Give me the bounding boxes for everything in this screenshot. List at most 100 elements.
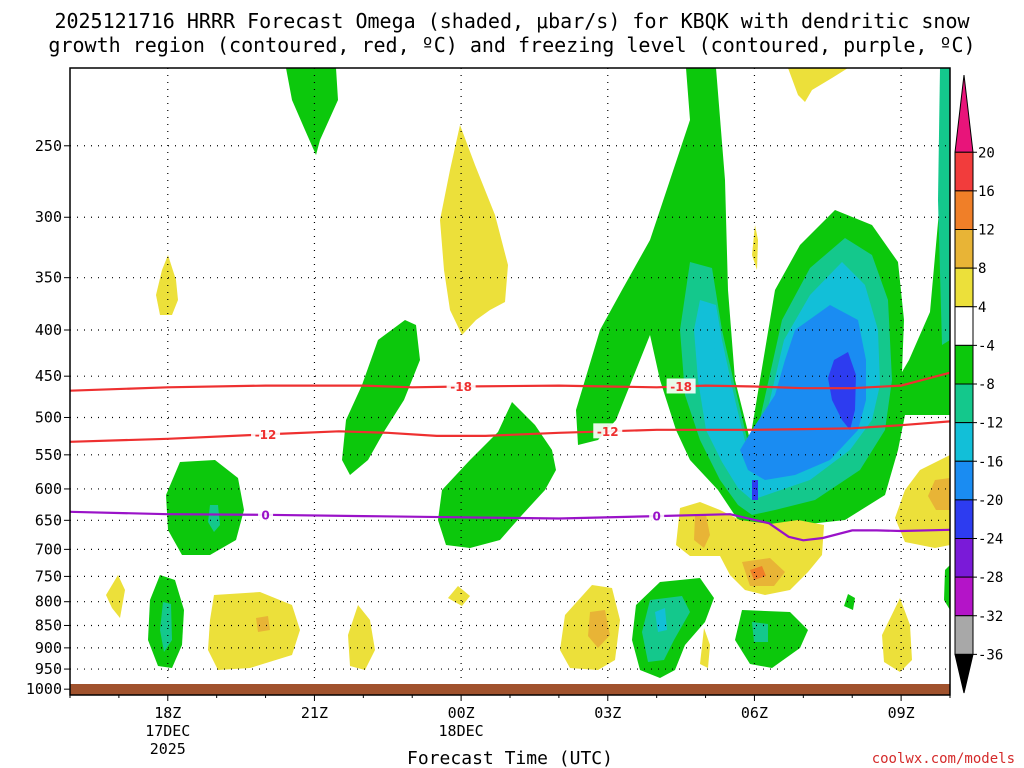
x-tick-label-03Z: 03Z <box>594 704 621 722</box>
y-tick-label-600: 600 <box>35 480 62 498</box>
y-tick-label-700: 700 <box>35 540 62 558</box>
colorbar-bin-7 <box>954 383 974 424</box>
omega-yellow-0000-830mb <box>448 586 470 606</box>
colorbar-bin-10 <box>954 499 974 539</box>
contour-label-dgz-minus18: -18 <box>670 380 692 394</box>
contour-label-bg-freezing-level <box>649 508 665 524</box>
x-tick-sublabel-2025: 2025 <box>150 740 186 758</box>
omega-cyan-west-lobe <box>696 310 716 385</box>
omega-yellow-2330-upper <box>440 125 508 335</box>
omega-yellow-1800-350mb <box>156 255 178 315</box>
rising-motion-isolated-cells <box>148 68 950 678</box>
omega-teal-1800-core <box>208 505 220 532</box>
y-tick-label-650: 650 <box>35 511 62 529</box>
x-tick-label-00Z: 00Z <box>448 704 475 722</box>
colorbar-bin-6 <box>954 344 974 385</box>
y-tick-label-450: 450 <box>35 367 62 385</box>
omega-yellow-1730-small <box>106 575 125 618</box>
chart-title-line2: growth region (contoured, red, ºC) and f… <box>48 33 975 57</box>
chart-title-line1: 2025121716 HRRR Forecast Omega (shaded, … <box>54 9 970 33</box>
contour-label-bg-freezing-level <box>258 506 274 522</box>
contour-line-dgz-minus12 <box>70 420 950 443</box>
colorbar-label-20: 20 <box>978 145 995 161</box>
y-tick-label-900: 900 <box>35 639 62 657</box>
omega-darkblue-core <box>828 352 856 430</box>
omega-yellow-0500-lowlevel <box>700 628 710 668</box>
contour-label-dgz-minus12: -12 <box>597 425 619 439</box>
plot-area: -18 -18 -12 -12 0 0 <box>69 67 951 696</box>
colorbar-label-16: 16 <box>978 184 995 200</box>
x-axis-title: Forecast Time (UTC) <box>407 748 613 768</box>
colorbar-label--24: -24 <box>978 532 1003 548</box>
contour-line-dgz-minus18 <box>70 371 950 392</box>
ground-terrain <box>70 684 950 695</box>
x-tick-label-09Z: 09Z <box>888 704 915 722</box>
colorbar-bin-9 <box>954 460 974 501</box>
y-tick-label-400: 400 <box>35 321 62 339</box>
temperature-contours: -18 -18 -12 -12 0 0 <box>70 371 950 542</box>
colorbar-label--8: -8 <box>978 377 995 393</box>
omega-yellow-0630-spike <box>752 225 758 270</box>
colorbar-bin-1 <box>954 151 974 192</box>
contour-label-freezing-level: 0 <box>261 508 269 522</box>
omega-green-top-2100 <box>286 68 338 155</box>
omega-yellow-0930-650mb <box>895 455 950 548</box>
contour-label-bg-dgz-minus12 <box>593 423 623 439</box>
contour-label-dgz-minus18: -18 <box>450 380 472 394</box>
colorbar-cap-high <box>954 74 974 153</box>
colorbar-label-8: 8 <box>978 261 986 277</box>
omega-green-0730-small <box>844 594 855 610</box>
colorbar-bin-2 <box>954 190 974 230</box>
colorbar-bin-4 <box>954 267 974 308</box>
x-tick-sublabel-18DEC: 18DEC <box>439 722 484 740</box>
colorbar-label--20: -20 <box>978 493 1003 509</box>
colorbar-label--32: -32 <box>978 609 1003 625</box>
y-tick-label-750: 750 <box>35 567 62 585</box>
omega-orange-0930-650mb <box>928 478 950 510</box>
omega-orange-0330-lowlevel <box>588 610 610 648</box>
omega-colorbar: 20 16 12 8 4 -4 -8 -12 -16 -20 -24 -28 -32 -36 <box>954 74 1003 694</box>
y-tick-label-350: 350 <box>35 269 62 287</box>
y-axis: 250 300 350 400 450 500 550 600 650 700 750 800 850 9… <box>26 137 70 698</box>
colorbar-cap-low <box>954 653 974 694</box>
colorbar-bin-12 <box>954 576 974 617</box>
rising-motion-main-column <box>576 68 950 532</box>
omega-yellow-0900-lowlevel <box>882 598 912 672</box>
colorbar-label--12: -12 <box>978 416 1003 432</box>
contour-label-bg-dgz-minus18 <box>666 378 696 394</box>
colorbar-label--16: -16 <box>978 454 1003 470</box>
omega-teal-right-edge <box>938 68 950 345</box>
colorbar-label--36: -36 <box>978 647 1003 663</box>
colorbar-bin-8 <box>954 422 974 462</box>
omega-shading <box>106 68 950 678</box>
contour-label-bg-dgz-minus12 <box>251 426 281 442</box>
omega-darkblue-small <box>752 480 758 500</box>
colorbar-label-4: 4 <box>978 300 986 316</box>
contour-label-freezing-level: 0 <box>652 510 660 524</box>
y-tick-label-500: 500 <box>35 408 62 426</box>
y-tick-label-550: 550 <box>35 446 62 464</box>
colorbar-label--4: -4 <box>978 338 995 354</box>
omega-orange-0500-700mb <box>694 515 710 548</box>
omega-teal-1800-lowlevel <box>160 602 172 652</box>
x-tick-label-18Z: 18Z <box>154 704 181 722</box>
omega-yellow-1930-lowlevel <box>208 592 300 670</box>
x-tick-label-06Z: 06Z <box>741 704 768 722</box>
omega-orange-1930-lowlevel <box>256 616 270 632</box>
sinking-motion-regions <box>106 68 950 672</box>
colorbar-bin-13 <box>954 615 974 655</box>
omega-yellow-2230-lowlevel <box>348 605 375 670</box>
colorbar-label-12: 12 <box>978 223 995 239</box>
contour-line-freezing-level <box>70 510 950 542</box>
colorbar-bin-11 <box>954 538 974 578</box>
x-tick-label-21Z: 21Z <box>301 704 328 722</box>
y-tick-label-950: 950 <box>35 660 62 678</box>
omega-yellow-0800-700mb <box>676 502 824 595</box>
contour-label-dgz-minus12: -12 <box>255 428 277 442</box>
omega-green-2230-400mb <box>342 320 420 475</box>
omega-green-0100-500mb <box>438 402 556 548</box>
colorbar-bin-3 <box>954 229 974 269</box>
credit-link[interactable]: coolwx.com/models <box>872 751 1015 767</box>
colorbar-label--28: -28 <box>978 570 1003 586</box>
